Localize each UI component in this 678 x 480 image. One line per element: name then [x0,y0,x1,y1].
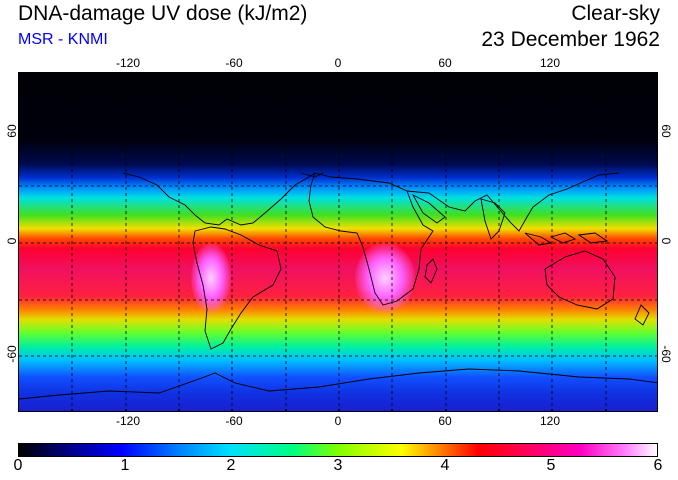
date-label: 23 December 1962 [481,28,660,51]
lat-label-left: 0 [5,237,19,245]
colorbar-label: 3 [333,457,343,474]
lon-label-bottom: 120 [539,414,561,428]
lon-label-top: 60 [438,56,452,70]
sky-condition-label: Clear-sky [571,2,660,25]
lon-label-bottom: -120 [115,414,141,428]
lat-label-left: -60 [5,345,19,363]
frame-ticks [71,73,607,411]
lon-label-bottom: 0 [334,414,342,428]
uv-dose-map [18,72,658,412]
map-title: DNA-damage UV dose (kJ/m2) [18,2,308,25]
source-label: MSR - KNMI [18,31,108,48]
lat-label-left: 60 [5,124,19,138]
high-dose-area [191,243,231,313]
lon-label-bottom: -60 [225,414,243,428]
colorbar-label: 2 [226,457,236,474]
lon-label-top: -120 [115,56,141,70]
lat-label-right: 60 [659,124,673,138]
coastlines [19,172,657,400]
graticule [19,73,657,411]
color-scale-bar [18,443,658,457]
lat-label-right: 0 [659,237,673,245]
lon-label-top: -60 [225,56,243,70]
colorbar-label: 0 [13,457,23,474]
lon-label-top: 120 [539,56,561,70]
colorbar-label: 4 [440,457,450,474]
uv-dose-field [19,73,657,411]
lat-label-right: -60 [659,345,673,363]
colorbar-label: 1 [120,457,130,474]
map-overlay [19,73,657,411]
lon-label-top: 0 [334,56,342,70]
colorbar-label: 5 [546,457,556,474]
lon-label-bottom: 60 [438,414,452,428]
colorbar-label: 6 [653,457,663,474]
